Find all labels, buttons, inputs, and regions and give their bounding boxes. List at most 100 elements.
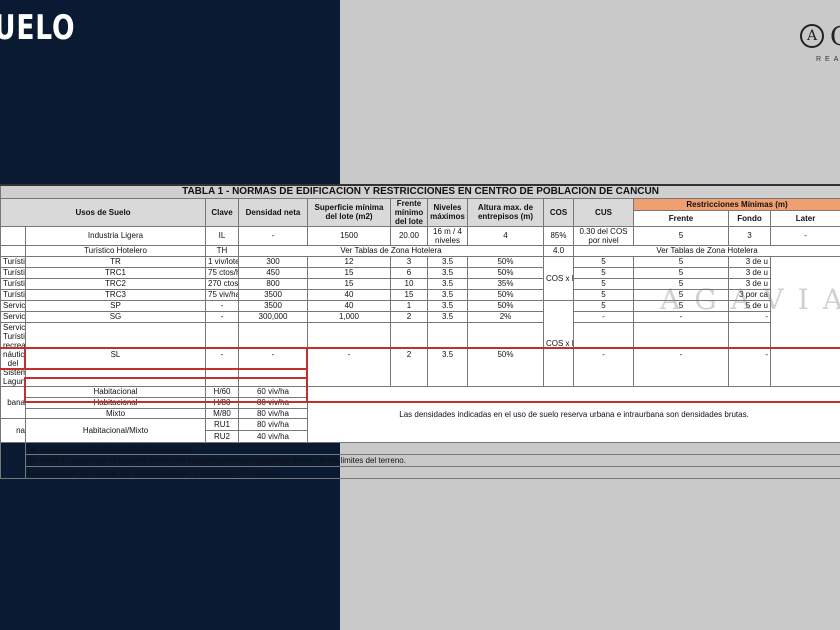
group-label: bana [0,385,26,419]
highlight-box [24,377,308,403]
table-row: Servicios Turísticos recreativos náutico… [0,321,840,387]
cell-altura: 3.5 [427,266,468,279]
cell-densidad: - [205,310,239,323]
header-cos: COS [543,197,574,227]
norms-table: TABLA 1 - NORMAS DE EDIFICACION Y RESTRI… [0,184,840,479]
cell-niveles: 2 [390,321,428,387]
cell-superficie: 300 [238,255,308,268]
table-row: Turístico Residencial CondominalTRC175 c… [0,266,840,279]
cell-cus: COS x Niveles [543,255,574,301]
header-restricciones: Restricciones Mínimas (m) [632,197,840,211]
group-label: na [0,417,26,443]
table-row: Industria Ligera IL - 1500 20.00 16 m / … [0,225,840,246]
cell-r-frente: 5 [573,277,634,290]
cell-r-lateral: 3 de u [728,277,771,290]
cell-r-lateral: 3 de u [728,255,771,268]
note-row: Se respetan los derechos adquiridos vige… [0,441,840,479]
cell-uso: Servicios Turísticos recreativos náutico… [0,321,26,387]
cell-densidad: - [238,225,308,246]
cell-r-lateral: - [769,225,840,246]
cell-frente: 12 [307,255,391,268]
cell-r-lateral: 5 de u [728,299,771,312]
cell-uso: Mixto [25,407,206,419]
cell-uso: Servicios Turísticos de Playa [0,299,26,312]
cell-uso: Industria Ligera [25,225,206,246]
cell-niveles: 1 [390,299,428,312]
cell-cos: 50% [467,255,544,268]
cell-altura: 3.5 [427,288,468,301]
header-altura: Altura max. de entrepisos (m) [467,197,544,227]
cell-r-lateral: - [728,310,771,323]
highlight-box [24,347,308,370]
note-row: La conversión de cuartos por viviendas e… [1,465,840,479]
table-row: Servicios Turísticos de Campo de GolfSG-… [0,310,840,323]
group-cell [0,244,26,257]
logo-letter: G [830,22,840,52]
note-text: Se respetan los derechos adquiridos vige… [24,441,840,455]
logo-sub: REA [816,56,840,63]
cell-superficie: 450 [238,266,308,279]
header-r-fondo: Fondo [728,209,771,227]
cell-densidad: - [205,299,239,312]
cell-niveles: 15 [390,288,428,301]
cell-clave: M/80 [205,407,239,419]
cell-cos: 50% [467,288,544,301]
cell-altura: 4.0 [543,244,574,257]
cell-r-fondo: 5 [633,266,729,279]
header-r-lateral: Later [769,209,840,227]
cell-niveles: 2 [390,310,428,323]
cell-cos: 85% [543,225,574,246]
cell-r-fondo: 5 [633,277,729,290]
cell-ver-tablas: Ver Tablas de Zona Hotelera [238,244,544,257]
norms-table-image: TABLA 1 - NORMAS DE EDIFICACION Y RESTRI… [0,184,840,479]
cell-cus: COS x Niveles [543,299,574,387]
cell-clave: IL [205,225,239,246]
cell-cos: 35% [467,277,544,290]
cell-ver-tablas: Ver Tablas de Zona Hotelera [572,244,840,257]
cell-uso: Habitacional/Mixto [25,417,206,443]
cell-altura: 3.5 [427,310,468,323]
cell-frente: 15 [307,277,391,290]
cell-altura: 3.5 [427,299,468,312]
table-row: Turístico Residencial CondominalTRC2270 … [0,277,840,290]
header-frente: Frente mínimo del lote [390,197,428,227]
cell-r-fondo: - [633,310,729,323]
cell-uso: Turístico Residencial Condominal [0,277,26,290]
table-title: TABLA 1 - NORMAS DE EDIFICACION Y RESTRI… [0,184,840,199]
group-cell [0,441,26,479]
cell-uso: Servicios Turísticos de Campo de Golf [0,310,26,323]
cell-niveles: 6 [390,266,428,279]
cell-r-fondo: 3 [728,225,771,246]
cell-frente: 40 [307,288,391,301]
cell-uso: Turístico Residencial Condominal [0,266,26,279]
cell-superficie: 3500 [238,299,308,312]
cell-densidad: 270 ctos/ha [205,277,239,290]
cell-cos: 50% [467,299,544,312]
cell-r-fondo: 5 [633,255,729,268]
cell-clave: TRC1 [25,266,206,279]
cell-uso: Turístico Residencial Unifamiliar [0,255,26,268]
cell-clave: TRC3 [25,288,206,301]
cell-densidad: 75 viv/ha [205,288,239,301]
cell-densidad: 80 viv/ha [238,417,308,431]
cell-altura: 3.5 [427,255,468,268]
cell-frente: - [307,321,391,387]
cell-r-fondo: 5 [633,299,729,312]
cell-niveles: 16 m / 4 niveles [427,225,468,246]
cell-clave: SG [25,310,206,323]
cell-superficie: - [238,321,308,387]
cell-r-frente: 5 [573,288,634,301]
slide-title: UELO [0,8,76,48]
cell-clave: TH [205,244,239,257]
cell-cos: 2% [467,310,544,323]
header-cus: CUS [573,197,634,227]
cell-cos: 50% [467,266,544,279]
cell-r-frente: 5 [633,225,729,246]
cell-cus: 0.30 del COS por nivel [573,225,634,246]
cell-uso: Turístico Hotelero [25,244,206,257]
cell-uso: Turístico Residencial Condominal [0,288,26,301]
table-row: Turístico Residencial CondominalTRC375 v… [0,288,840,301]
table-row: Turístico Hotelero TH Ver Tablas de Zona… [0,244,840,257]
cell-frente: 1,000 [307,310,391,323]
cell-cos: 50% [467,321,544,387]
